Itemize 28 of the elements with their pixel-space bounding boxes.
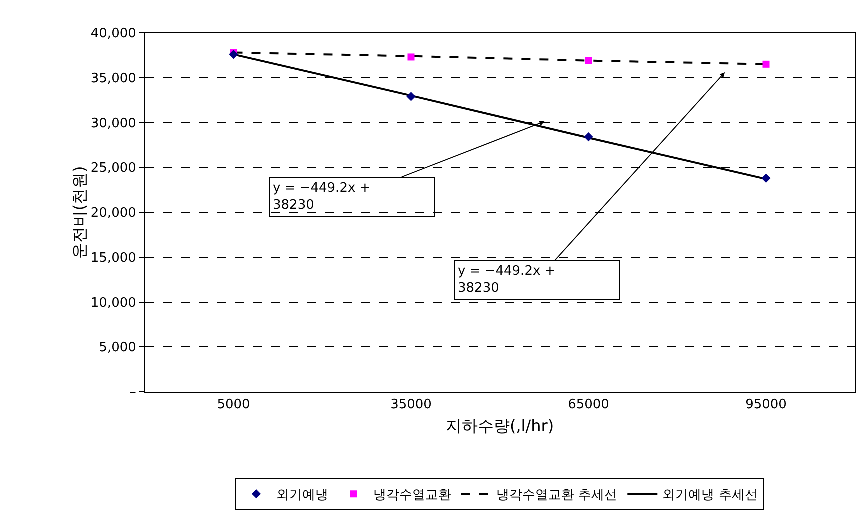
- y-tick-label: 40,000: [90, 26, 136, 42]
- annotation: y = −449.2x + 38230: [458, 264, 556, 296]
- point: [408, 54, 415, 61]
- annotation: y = −449.2x + 38230: [273, 181, 371, 213]
- point: [406, 92, 416, 102]
- y-tick-label: 30,000: [90, 116, 136, 132]
- x-tick-label: 95000: [746, 398, 787, 413]
- x-tick-label: 5000: [217, 398, 250, 413]
- x-axis-title: 지하수량(,l/hr): [446, 416, 554, 436]
- legend-label: 냉각수열교환: [374, 488, 452, 504]
- point: [585, 57, 592, 64]
- point: [762, 174, 771, 183]
- point: [229, 50, 238, 60]
- y-tick-label: 35,000: [90, 71, 136, 86]
- y-tick-label: 20,000: [90, 206, 136, 222]
- point: [762, 60, 770, 68]
- x-tick-label: 65000: [568, 398, 610, 413]
- y-tick-label: –: [130, 386, 136, 401]
- y-tick-label: 10,000: [90, 296, 136, 311]
- y-tick-label: 15,000: [90, 250, 136, 266]
- y-tick-label: 5,000: [99, 340, 136, 356]
- legend-label: 외기예냉 추세선: [662, 488, 758, 504]
- legend-label: 외기예냉: [276, 488, 328, 504]
- y-axis-title: 운전비(천원): [70, 166, 89, 259]
- legend-label: 냉각수열교환 추세선: [496, 488, 618, 504]
- x-tick-label: 35000: [390, 398, 432, 413]
- y-tick-label: 25,000: [90, 161, 136, 176]
- point: [584, 132, 594, 142]
